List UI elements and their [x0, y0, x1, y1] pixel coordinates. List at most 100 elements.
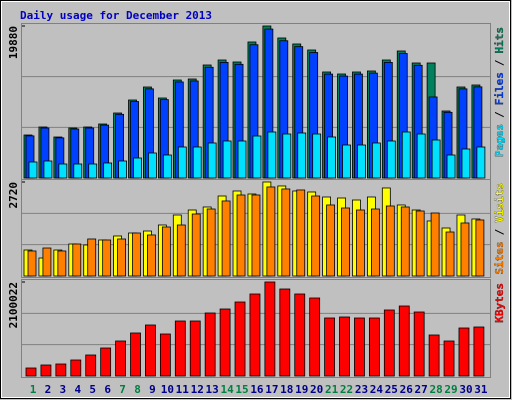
bar	[27, 250, 37, 277]
bar	[294, 293, 306, 377]
legend-separator: /	[493, 111, 506, 118]
x-tick-label: 22	[340, 383, 353, 396]
bar	[237, 140, 247, 179]
bar	[162, 154, 172, 179]
bar	[222, 140, 232, 179]
bar	[70, 359, 82, 377]
y-tick-label: 19880	[7, 26, 20, 59]
bar	[73, 163, 83, 179]
legend-separator: /	[493, 228, 506, 235]
bar	[40, 364, 52, 377]
bar	[174, 320, 186, 377]
bar	[42, 247, 52, 277]
bar	[148, 152, 157, 179]
y-tick-label: 2720	[7, 182, 20, 209]
x-tick-label: 4	[74, 383, 81, 396]
bar	[326, 204, 336, 277]
bar	[398, 305, 410, 377]
bar	[133, 157, 142, 179]
x-tick-label: 28	[429, 383, 442, 396]
x-tick-label: 1	[30, 383, 37, 396]
bar	[145, 324, 156, 377]
bar	[282, 133, 292, 179]
bar	[249, 293, 261, 377]
x-tick-label: 11	[176, 383, 190, 396]
bar	[473, 326, 485, 377]
bar	[309, 297, 321, 377]
bar	[161, 226, 171, 277]
bar	[130, 332, 141, 377]
bar	[191, 213, 201, 277]
bar	[342, 144, 351, 179]
bar	[87, 238, 97, 277]
x-tick-label: 21	[325, 383, 339, 396]
x-tick-label: 30	[459, 383, 472, 396]
bar	[281, 188, 291, 277]
bar	[264, 281, 276, 377]
bar	[206, 208, 216, 277]
bar	[43, 160, 53, 179]
bar	[339, 316, 350, 377]
bar	[400, 206, 410, 277]
bar	[204, 312, 216, 377]
bar	[416, 133, 426, 179]
bar	[159, 333, 171, 377]
x-tick-label: 18	[280, 383, 293, 396]
bar	[356, 209, 365, 277]
bar	[103, 162, 113, 179]
x-tick-label: 13	[206, 383, 219, 396]
bar	[327, 136, 337, 179]
bar	[221, 200, 231, 277]
legend-entry: Visits	[493, 183, 506, 223]
x-tick-label: 16	[250, 383, 264, 396]
bar	[341, 207, 350, 277]
bar	[192, 146, 202, 179]
bar	[458, 327, 470, 377]
legend-entry: Hits	[493, 27, 506, 54]
bar	[460, 222, 470, 277]
bar	[415, 210, 425, 277]
x-tick-label: 24	[370, 383, 384, 396]
legend-entry: Files	[493, 72, 506, 105]
legend-entry: Pages	[493, 124, 506, 157]
x-tick-label: 3	[60, 383, 67, 396]
bar	[368, 317, 380, 377]
bar	[430, 212, 440, 277]
bar	[357, 144, 366, 179]
bar	[413, 311, 425, 377]
x-tick-label: 29	[444, 383, 457, 396]
bar	[117, 238, 126, 277]
legend: Pages / Files / Hits	[493, 27, 506, 157]
bar	[58, 163, 68, 179]
bar	[176, 224, 186, 277]
bar	[370, 208, 380, 277]
x-tick-label: 8	[134, 383, 141, 396]
x-tick-label: 9	[149, 383, 156, 396]
bar	[443, 340, 455, 377]
bar	[383, 309, 395, 377]
bar	[312, 133, 322, 179]
bar	[88, 163, 98, 179]
bar	[476, 146, 486, 179]
bar	[385, 205, 395, 277]
bar	[57, 250, 67, 277]
bar	[324, 317, 336, 377]
x-tick-label: 15	[235, 383, 248, 396]
x-tick-label: 12	[191, 383, 204, 396]
bar	[118, 160, 127, 179]
bar	[219, 308, 231, 377]
legend-entry: KBytes	[493, 283, 506, 323]
legend-entry: Sites	[493, 241, 506, 274]
bar	[401, 131, 411, 179]
x-tick-label: 23	[355, 383, 368, 396]
x-tick-label: 14	[220, 383, 234, 396]
bar	[207, 142, 217, 179]
x-tick-label: 31	[474, 383, 488, 396]
bar	[267, 131, 277, 179]
bar	[115, 340, 126, 377]
x-tick-label: 19	[295, 383, 308, 396]
bar	[371, 142, 381, 179]
bar	[147, 234, 156, 277]
